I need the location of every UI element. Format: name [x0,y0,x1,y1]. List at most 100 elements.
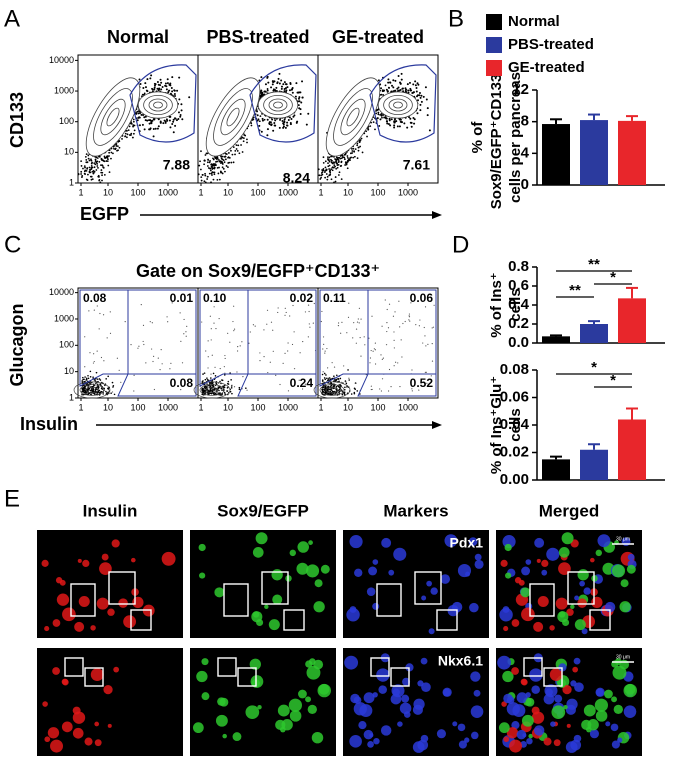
event-dot [84,387,86,389]
cell-blob [541,559,549,568]
x-tick-label: 1000 [278,187,298,197]
event-dot [338,390,341,393]
y-tick-label: 100 [59,116,74,126]
event-dot [250,122,253,125]
event-dot [152,360,154,363]
event-dot [131,136,134,139]
event-dot [418,325,420,327]
event-dot [206,385,208,388]
event-dot [325,173,328,175]
event-dot [227,156,229,159]
event-dot [87,154,90,157]
event-dot [115,145,118,147]
event-dot [307,304,310,306]
event-dot [331,159,333,162]
event-dot [96,157,99,159]
event-dot [270,321,273,323]
event-dot [213,389,215,391]
x-tick-label: 1 [318,187,323,197]
event-dot [327,159,330,161]
quadrant-value: 0.52 [410,376,434,390]
event-dot [424,306,427,308]
event-dot [178,98,181,101]
event-dot [424,86,427,89]
event-dot [275,86,278,89]
event-dot [345,381,347,383]
cell-blob [563,704,568,710]
event-dot [153,84,156,87]
event-dot [347,158,350,161]
event-dot [175,119,178,122]
event-dot [236,150,239,152]
event-dot [321,173,324,176]
event-dot [385,344,388,346]
event-dot [400,339,402,341]
event-dot [284,352,286,354]
cell-blob [440,574,451,584]
event-dot [211,391,214,393]
event-dot [219,394,222,396]
panel-label: C [4,231,21,258]
event-dot [406,83,409,86]
event-dot [201,321,203,323]
cell-blob [317,683,331,698]
event-dot [418,92,421,95]
cell-blob [533,725,545,736]
event-dot [267,81,270,84]
event-dot [165,88,168,91]
event-dot [346,332,348,334]
axis-arrow-head [432,421,442,429]
y-axis-label: Glucagon [7,303,27,386]
legend-label: GE-treated [508,59,585,76]
event-dot [416,82,419,85]
event-dot [100,157,103,160]
event-dot [156,87,159,90]
cell-blob [619,601,631,613]
x-axis-label: EGFP [80,204,129,224]
event-dot [103,360,105,362]
event-dot [261,91,264,94]
event-dot [224,357,226,360]
event-dot [81,380,84,382]
event-dot [173,95,176,98]
event-dot [328,377,330,379]
event-dot [266,88,269,90]
cell-blob [84,737,93,746]
event-dot [293,368,296,370]
event-dot [98,328,100,330]
event-dot [325,374,327,376]
event-dot [374,363,377,365]
contour [346,107,360,127]
event-dot [337,378,339,380]
event-dot [235,144,238,147]
event-dot [151,119,154,122]
condition-title: PBS-treated [206,27,309,47]
cell-blob [402,677,411,686]
event-dot [273,124,276,127]
event-dot [353,387,356,390]
event-dot [298,96,301,99]
event-dot [210,373,212,375]
event-dot [388,119,391,122]
event-dot [148,122,151,125]
event-dot [93,162,96,165]
event-dot [301,388,304,390]
event-dot [81,176,83,178]
event-dot [228,157,231,159]
cell-blob [623,705,637,718]
cell-blob [470,705,484,718]
event-dot [220,171,223,174]
event-dot [171,90,174,93]
event-dot [286,124,289,127]
panel-label: E [4,485,20,512]
event-dot [176,89,179,92]
event-dot [154,83,157,86]
event-dot [159,120,162,123]
event-dot [282,125,285,128]
event-dot [411,369,413,371]
event-dot [138,116,141,119]
cell-blob [623,683,637,698]
zoom-box [589,609,611,631]
event-dot [419,96,422,99]
event-dot [230,161,233,164]
